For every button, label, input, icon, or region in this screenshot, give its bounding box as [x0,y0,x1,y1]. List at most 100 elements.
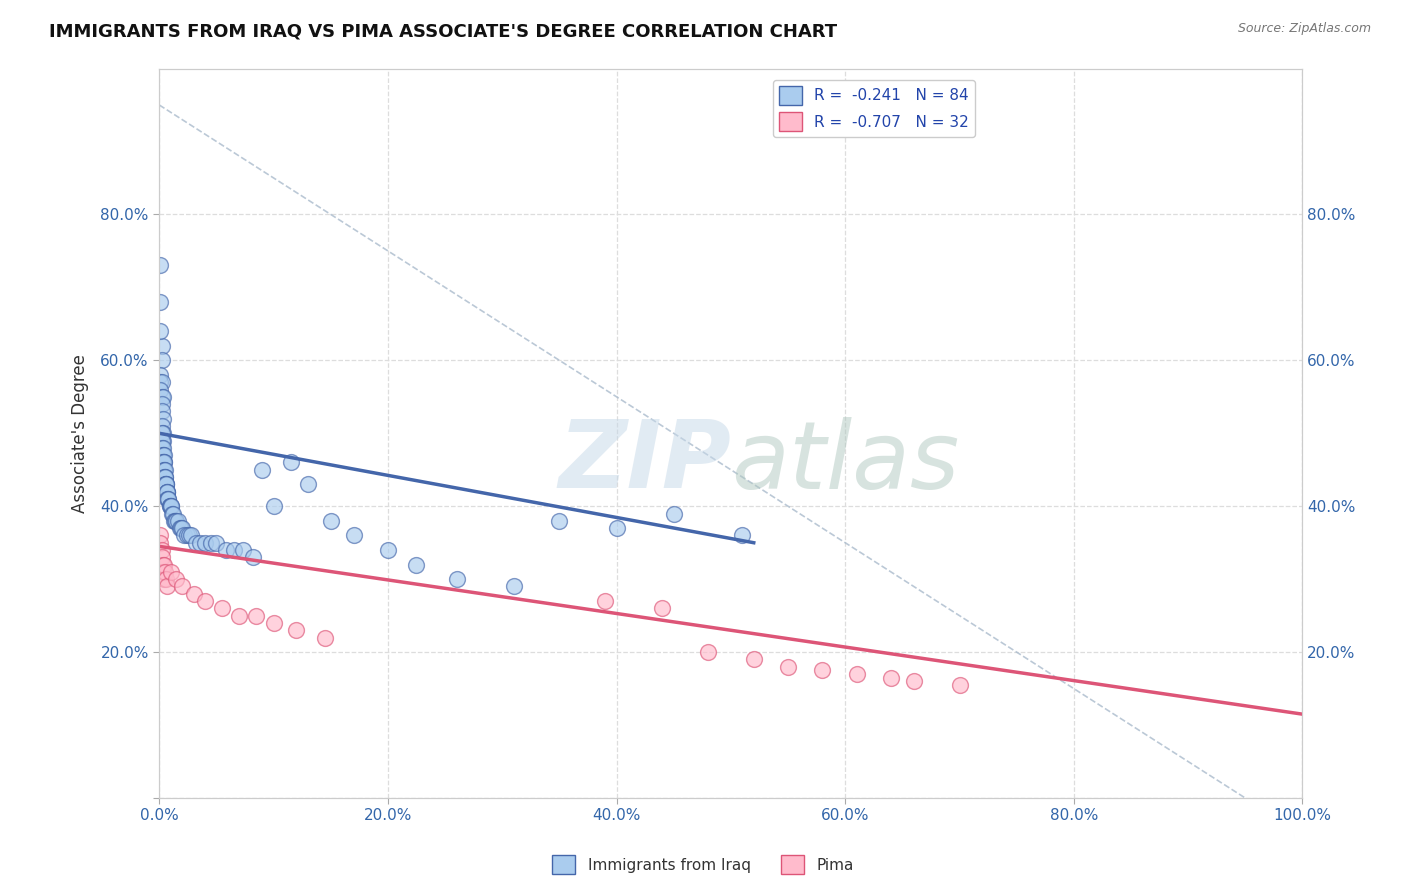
Point [172,521,194,535]
Point [159,500,181,514]
Point [156,484,179,499]
Text: Source: ZipAtlas.com: Source: ZipAtlas.com [1237,22,1371,36]
Point [156,484,179,499]
Point [153,470,176,484]
Point [319,514,342,528]
Point [948,678,970,692]
Point [903,674,925,689]
Point [159,500,181,514]
Point [242,550,264,565]
Point [149,295,172,310]
Point [245,608,267,623]
Point [159,565,181,579]
Point [149,528,172,542]
Point [150,353,173,368]
Point [153,463,176,477]
Point [153,455,176,469]
Point [200,535,222,549]
Point [169,521,191,535]
Point [156,580,179,594]
Point [228,608,250,623]
Point [153,565,176,579]
Point [152,390,174,404]
Point [177,528,200,542]
Point [697,645,720,659]
Point [343,528,366,542]
Point [211,601,233,615]
Point [156,484,179,499]
Point [222,543,245,558]
Point [152,411,174,425]
Point [152,434,174,448]
Point [446,572,468,586]
Point [149,535,172,549]
Point [150,390,173,404]
Point [150,434,173,448]
Point [157,491,180,506]
Point [205,535,228,549]
Text: IMMIGRANTS FROM IRAQ VS PIMA ASSOCIATE'S DEGREE CORRELATION CHART: IMMIGRANTS FROM IRAQ VS PIMA ASSOCIATE'S… [49,22,838,40]
Point [163,514,186,528]
Point [194,594,217,608]
Point [152,455,174,469]
Point [150,339,173,353]
Point [153,470,176,484]
Point [548,514,571,528]
Point [172,580,194,594]
Point [152,448,174,462]
Point [166,514,188,528]
Point [297,477,319,491]
Point [280,455,302,469]
Point [153,455,176,469]
Point [152,441,174,455]
Point [153,463,176,477]
Point [173,528,195,542]
Point [606,521,628,535]
Point [162,507,184,521]
Legend: Immigrants from Iraq, Pima: Immigrants from Iraq, Pima [547,849,859,880]
Point [156,491,179,506]
Point [153,558,176,572]
Point [152,426,174,441]
Text: atlas: atlas [731,417,959,508]
Point [150,441,173,455]
Point [285,624,308,638]
Point [263,615,285,630]
Point [593,594,616,608]
Point [150,397,173,411]
Point [190,535,212,549]
Legend: R =  -0.241   N = 84, R =  -0.707   N = 32: R = -0.241 N = 84, R = -0.707 N = 32 [773,79,974,137]
Y-axis label: Associate's Degree: Associate's Degree [72,354,89,513]
Point [742,652,765,666]
Point [377,543,399,558]
Point [149,376,172,390]
Point [153,448,176,462]
Point [155,572,177,586]
Point [170,521,193,535]
Point [149,368,172,382]
Point [153,477,176,491]
Point [845,667,868,681]
Text: ZIP: ZIP [558,417,731,508]
Point [180,528,202,542]
Point [880,671,903,685]
Point [194,535,217,549]
Point [155,477,177,491]
Point [152,455,174,469]
Point [183,587,205,601]
Point [152,448,174,462]
Point [776,659,799,673]
Point [405,558,427,572]
Point [149,383,172,397]
Point [250,463,273,477]
Point [152,558,174,572]
Point [811,664,834,678]
Point [152,565,174,579]
Point [651,601,673,615]
Point [155,477,177,491]
Point [165,514,187,528]
Point [232,543,254,558]
Point [155,477,177,491]
Point [314,631,336,645]
Point [159,500,181,514]
